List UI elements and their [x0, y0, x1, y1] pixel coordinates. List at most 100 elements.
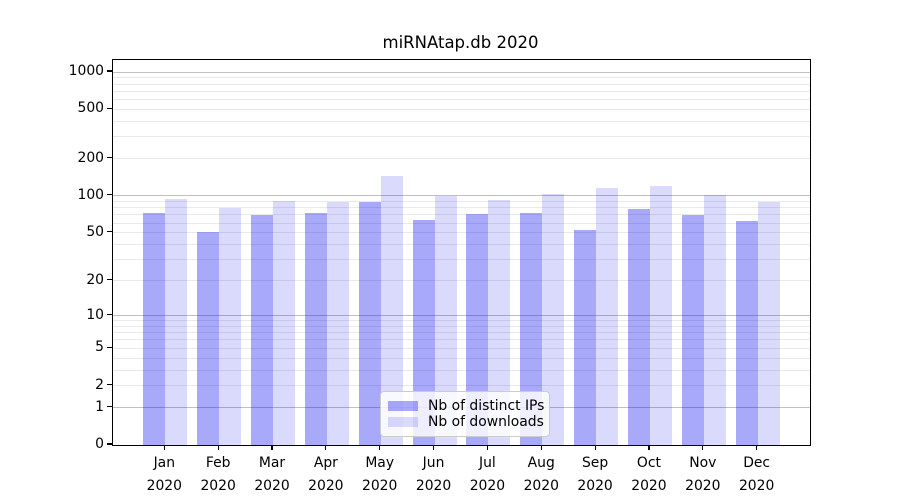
bar-distinct-ips-nov	[681, 214, 704, 445]
bar-downloads-dec	[757, 201, 780, 445]
legend-label-downloads: Nb of downloads	[428, 414, 544, 430]
minor-gridline	[113, 120, 810, 122]
y-tick-mark	[107, 313, 112, 316]
y-tick-mark	[107, 443, 112, 445]
x-tick-mark	[702, 444, 704, 450]
x-tick-mark	[432, 444, 435, 450]
minor-gridline	[113, 320, 810, 322]
minor-gridline	[113, 280, 810, 282]
minor-gridline	[113, 259, 810, 261]
y-tick-mark	[107, 231, 112, 233]
bar-downloads-feb	[219, 207, 242, 445]
minor-gridline	[113, 214, 810, 216]
y-tick-label-1: 1	[95, 398, 104, 415]
legend-item-distinct-ips: Nb of distinct IPs	[388, 398, 544, 414]
x-tick-mark	[163, 444, 165, 450]
y-tick-mark	[107, 70, 112, 72]
x-tick-mark	[594, 444, 596, 450]
minor-gridline	[113, 77, 810, 79]
bar-downloads-may	[380, 176, 403, 445]
minor-gridline	[113, 357, 810, 359]
bars-layer	[113, 60, 810, 445]
minor-gridline	[113, 90, 810, 92]
chart-title: miRNAtap.db 2020	[382, 33, 539, 52]
bar-distinct-ips-jun	[412, 219, 435, 445]
bar-distinct-ips-jan	[143, 213, 166, 445]
y-tick-label-2: 2	[95, 376, 104, 393]
y-tick-mark	[107, 405, 112, 408]
legend-item-downloads: Nb of downloads	[388, 414, 544, 430]
bar-downloads-nov	[703, 194, 726, 445]
bar-downloads-mar	[273, 200, 295, 445]
minor-gridline	[113, 200, 810, 202]
y-tick-label-1000: 1000	[68, 63, 104, 80]
minor-gridline	[113, 136, 810, 138]
y-tick-label-5: 5	[95, 339, 104, 356]
major-gridline	[113, 71, 810, 73]
x-tick-label-jul: Jul 2020	[469, 454, 506, 494]
x-tick-label-apr: Apr 2020	[308, 454, 344, 494]
bar-distinct-ips-jul	[466, 214, 489, 445]
bar-downloads-jan	[165, 199, 188, 445]
bar-downloads-oct	[649, 185, 672, 445]
y-tick-label-100: 100	[77, 186, 104, 203]
bar-downloads-sep	[596, 187, 619, 445]
plot-area: Nb of distinct IPs Nb of downloads	[112, 59, 811, 446]
bar-distinct-ips-feb	[197, 231, 220, 445]
y-tick-label-50: 50	[86, 223, 104, 240]
x-tick-label-may: May 2020	[362, 454, 398, 494]
bar-distinct-ips-mar	[251, 214, 273, 445]
x-tick-mark	[271, 444, 273, 450]
minor-gridline	[113, 385, 810, 387]
y-tick-label-20: 20	[86, 271, 104, 288]
x-axis: Jan 2020 Feb 2020 Mar 2020 Apr 2020 May 2020…	[112, 444, 809, 500]
minor-gridline	[113, 347, 810, 349]
y-tick-mark	[107, 279, 112, 281]
minor-gridline	[113, 108, 810, 110]
minor-gridline	[113, 232, 810, 234]
x-tick-label-aug: Aug 2020	[523, 454, 559, 494]
bar-downloads-aug	[542, 194, 565, 445]
legend-swatch-downloads	[388, 416, 418, 428]
minor-gridline	[113, 332, 810, 334]
x-tick-mark	[325, 444, 327, 450]
x-tick-mark	[756, 444, 758, 450]
minor-gridline	[113, 83, 810, 85]
x-tick-label-feb: Feb 2020	[200, 454, 236, 494]
y-tick-mark	[107, 384, 112, 386]
minor-gridline	[113, 158, 810, 160]
y-axis: 0 1 2 5 10 20 50 100 200 500 1000	[0, 59, 112, 451]
x-tick-label-oct: Oct 2020	[631, 454, 667, 494]
bar-distinct-ips-aug	[520, 213, 543, 445]
bar-distinct-ips-apr	[304, 212, 327, 445]
minor-gridline	[113, 244, 810, 246]
bar-distinct-ips-sep	[574, 229, 597, 445]
major-gridline	[113, 315, 810, 317]
legend: Nb of distinct IPs Nb of downloads	[380, 391, 551, 437]
minor-gridline	[113, 369, 810, 371]
y-tick-label-200: 200	[77, 149, 104, 166]
bar-downloads-apr	[326, 202, 349, 445]
bar-distinct-ips-dec	[735, 221, 758, 445]
legend-swatch-distinct-ips	[388, 400, 418, 412]
x-tick-mark	[217, 444, 219, 450]
x-tick-mark	[540, 444, 542, 450]
minor-gridline	[113, 207, 810, 209]
y-tick-label-0: 0	[95, 436, 104, 452]
x-tick-mark	[379, 444, 381, 450]
bar-distinct-ips-may	[358, 201, 381, 445]
minor-gridline	[113, 99, 810, 101]
x-tick-label-nov: Nov 2020	[685, 454, 721, 494]
y-tick-mark	[107, 194, 112, 196]
bar-downloads-jul	[488, 200, 511, 445]
bar-downloads-jun	[434, 195, 457, 445]
x-tick-label-jun: Jun 2020	[415, 454, 452, 494]
major-gridline	[113, 195, 810, 197]
x-tick-mark	[648, 444, 650, 450]
y-tick-mark	[107, 107, 112, 109]
y-tick-label-10: 10	[86, 306, 104, 323]
x-tick-label-mar: Mar 2020	[254, 454, 290, 494]
y-tick-label-500: 500	[77, 100, 104, 117]
minor-gridline	[113, 339, 810, 341]
